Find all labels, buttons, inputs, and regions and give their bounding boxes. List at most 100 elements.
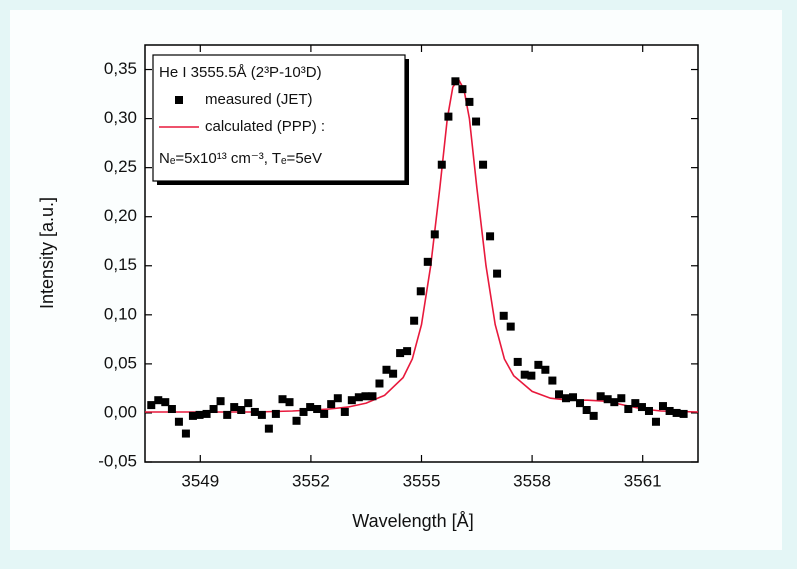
data-point <box>278 395 287 404</box>
data-point <box>465 97 474 106</box>
data-point <box>631 399 640 408</box>
x-tick-label: 3561 <box>624 471 662 490</box>
legend-marker <box>175 96 183 104</box>
data-point <box>167 405 176 414</box>
data-point <box>658 402 667 411</box>
data-point <box>147 401 156 410</box>
legend-title: He I 3555.5Å (2³P-10³D) <box>159 64 322 81</box>
data-point <box>458 85 467 94</box>
data-point <box>576 399 585 408</box>
data-point <box>423 257 432 266</box>
data-point <box>430 230 439 239</box>
data-point <box>181 429 190 438</box>
data-point <box>257 410 266 419</box>
data-point <box>513 357 522 366</box>
data-point <box>285 398 294 407</box>
data-point <box>403 347 412 356</box>
data-point <box>520 370 529 379</box>
data-point <box>327 400 336 409</box>
legend-box <box>152 54 406 182</box>
data-point <box>624 405 633 414</box>
data-point <box>347 396 356 405</box>
data-point <box>437 160 446 169</box>
data-point <box>174 417 183 426</box>
data-point <box>610 398 619 407</box>
y-axis-label: Intensity [a.u.] <box>37 197 57 309</box>
data-point <box>499 311 508 320</box>
data-point <box>527 371 536 380</box>
data-point <box>216 397 225 406</box>
x-tick-label: 3555 <box>403 471 441 490</box>
legend-note: Nₑ=5x10¹³ cm⁻³, Tₑ=5eV <box>159 150 322 167</box>
y-tick-label: 0,25 <box>104 157 137 176</box>
data-point <box>617 394 626 403</box>
x-tick-label: 3558 <box>513 471 551 490</box>
data-point <box>244 399 253 408</box>
data-point <box>292 416 301 425</box>
data-point <box>562 394 571 403</box>
data-point <box>416 287 425 296</box>
data-point <box>195 410 204 419</box>
data-point <box>237 405 246 414</box>
data-point <box>486 232 495 241</box>
data-point <box>493 269 502 278</box>
data-point <box>333 394 342 403</box>
data-point <box>209 405 218 414</box>
data-point <box>541 365 550 374</box>
y-tick-label: 0,05 <box>104 353 137 372</box>
x-tick-label: 3552 <box>292 471 330 490</box>
data-point <box>644 406 653 415</box>
data-point <box>679 409 688 418</box>
data-point <box>555 390 564 399</box>
data-point <box>161 398 170 407</box>
data-point <box>651 417 660 426</box>
data-point <box>361 392 370 401</box>
data-point <box>672 408 681 417</box>
data-point <box>444 112 453 121</box>
y-tick-label: 0,15 <box>104 255 137 274</box>
data-point <box>548 376 557 385</box>
data-point <box>506 322 515 331</box>
data-point <box>637 403 646 412</box>
data-point <box>299 407 308 416</box>
data-point <box>264 424 273 433</box>
data-point <box>396 349 405 358</box>
data-point <box>313 405 322 414</box>
data-point <box>665 406 674 415</box>
data-point <box>410 316 419 325</box>
data-point <box>589 411 598 420</box>
data-point <box>582 405 591 414</box>
data-point <box>271 409 280 418</box>
data-point <box>320 409 329 418</box>
x-axis-label: Wavelength [Å] <box>352 511 473 531</box>
y-tick-label: 0,20 <box>104 206 137 225</box>
data-point <box>368 392 377 401</box>
data-point <box>306 403 315 412</box>
y-tick-label: 0,35 <box>104 59 137 78</box>
data-point <box>223 410 232 419</box>
y-tick-label: 0,10 <box>104 304 137 323</box>
data-point <box>375 379 384 388</box>
y-tick-label: 0,00 <box>104 402 137 421</box>
legend-label: measured (JET) <box>205 91 313 108</box>
y-tick-label: -0,05 <box>98 451 137 470</box>
data-point <box>596 392 605 401</box>
data-point <box>472 117 481 126</box>
data-point <box>534 360 543 369</box>
data-point <box>354 393 363 402</box>
data-point <box>340 407 349 416</box>
data-point <box>154 396 163 405</box>
data-point <box>569 393 578 402</box>
data-point <box>603 395 612 404</box>
x-tick-label: 3549 <box>181 471 219 490</box>
data-point <box>202 409 211 418</box>
data-point <box>188 411 197 420</box>
y-tick-label: 0,30 <box>104 108 137 127</box>
data-point <box>230 403 239 412</box>
data-point <box>382 365 391 374</box>
data-point <box>451 77 460 86</box>
legend-label: calculated (PPP) : <box>205 118 325 135</box>
data-point <box>479 160 488 169</box>
data-point <box>389 369 398 378</box>
